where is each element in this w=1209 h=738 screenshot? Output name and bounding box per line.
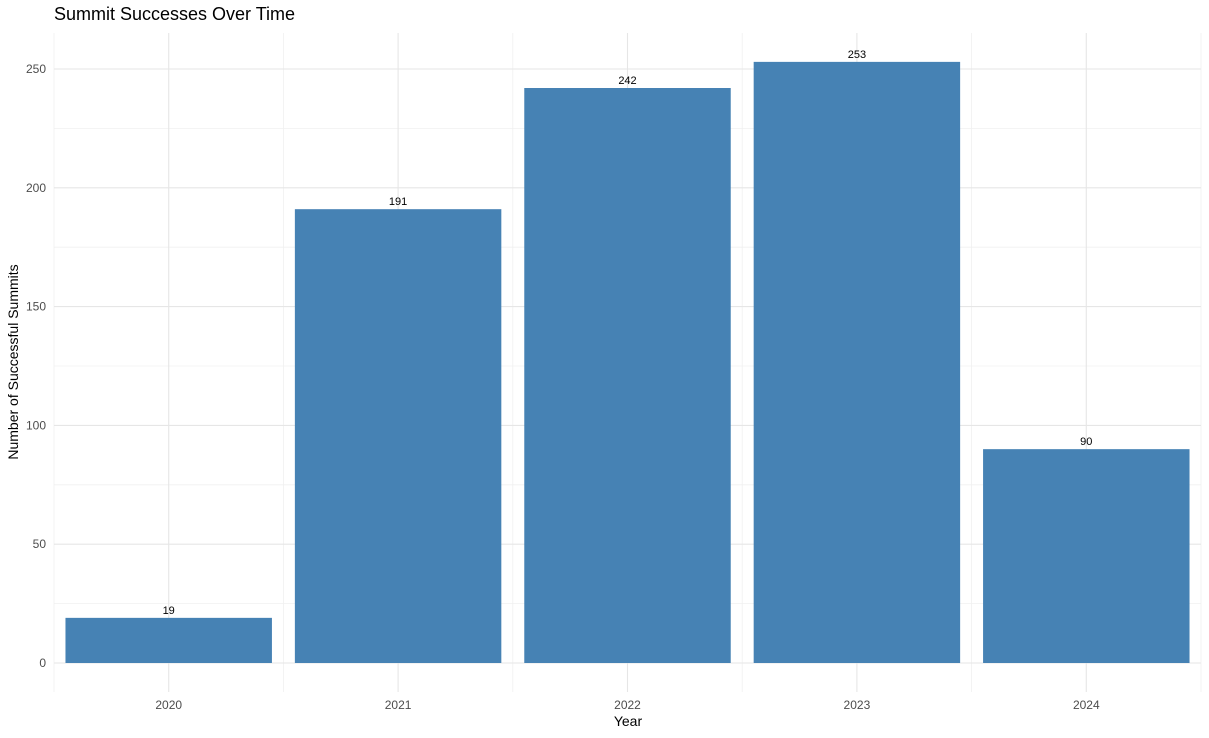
data-label-2022: 242 (618, 75, 636, 87)
x-tick-2020: 2020 (155, 698, 182, 712)
bar-2021 (294, 209, 502, 663)
bar-2022 (524, 88, 731, 664)
x-tick-2022: 2022 (614, 698, 641, 712)
bar-2024 (983, 449, 1190, 663)
y-tick-200: 200 (26, 181, 46, 195)
x-tick-2023: 2023 (844, 698, 871, 712)
x-tick-2024: 2024 (1073, 698, 1100, 712)
y-tick-labels: 0 50 100 150 200 250 (26, 62, 46, 670)
bar-2023 (753, 61, 961, 663)
chart-title: Summit Successes Over Time (54, 4, 296, 24)
y-tick-250: 250 (26, 62, 46, 76)
data-labels: 19 191 242 253 90 (163, 49, 1093, 617)
x-tick-2021: 2021 (385, 698, 412, 712)
data-label-2020: 19 (163, 605, 175, 617)
y-tick-50: 50 (33, 537, 47, 551)
x-tick-labels: 2020 2021 2022 2023 2024 (155, 698, 1100, 712)
y-axis-title: Number of Successful Summits (5, 264, 21, 459)
y-tick-0: 0 (39, 656, 46, 670)
data-label-2023: 253 (848, 49, 866, 61)
bars (65, 61, 1190, 664)
bar-2020 (65, 617, 272, 663)
x-axis-title: Year (614, 713, 643, 729)
data-label-2024: 90 (1080, 436, 1092, 448)
y-tick-150: 150 (26, 300, 46, 314)
data-label-2021: 191 (389, 196, 407, 208)
y-tick-100: 100 (26, 418, 46, 432)
